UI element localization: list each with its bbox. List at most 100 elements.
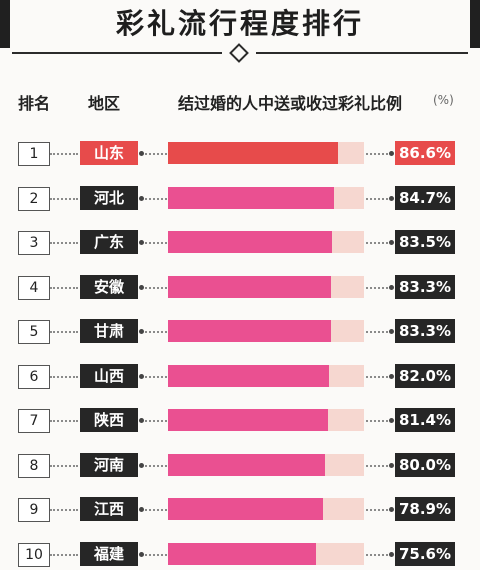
bar	[168, 454, 325, 476]
leader-line	[50, 153, 78, 155]
leader-line	[145, 242, 167, 244]
data-label: 78.9%	[395, 497, 455, 521]
region-label: 甘肃	[80, 319, 138, 343]
connector-dot	[139, 329, 144, 334]
leader-line	[50, 554, 78, 556]
leader-line	[366, 198, 388, 200]
connector-dot	[389, 196, 394, 201]
leader-line	[145, 509, 167, 511]
data-label: 75.6%	[395, 542, 455, 566]
bar	[168, 187, 334, 209]
leader-line	[145, 331, 167, 333]
leader-line	[366, 554, 388, 556]
title-rule-left	[12, 52, 222, 54]
connector-dot	[139, 285, 144, 290]
bar-track	[168, 454, 364, 476]
connector-dot	[389, 329, 394, 334]
rank-number: 3	[18, 231, 50, 255]
rank-number: 2	[18, 187, 50, 211]
leader-line	[50, 420, 78, 422]
table-row: 8 河南 80.0%	[0, 453, 480, 481]
page-title: 彩礼流行程度排行	[115, 7, 364, 40]
connector-dot	[389, 552, 394, 557]
data-label: 83.5%	[395, 230, 455, 254]
region-label: 福建	[80, 542, 138, 566]
leader-line	[366, 376, 388, 378]
connector-dot	[139, 507, 144, 512]
leader-line	[50, 198, 78, 200]
leader-line	[366, 153, 388, 155]
bar	[168, 365, 329, 387]
table-row: 2 河北 84.7%	[0, 186, 480, 214]
leader-line	[145, 153, 167, 155]
data-label: 81.4%	[395, 408, 455, 432]
title-rule-right	[256, 52, 468, 54]
bar	[168, 498, 323, 520]
region-label: 山东	[80, 141, 138, 165]
table-row: 4 安徽 83.3%	[0, 275, 480, 303]
rank-number: 4	[18, 276, 50, 300]
leader-line	[145, 287, 167, 289]
connector-dot	[139, 151, 144, 156]
leader-line	[50, 376, 78, 378]
bar-track	[168, 365, 364, 387]
title-band	[0, 0, 480, 50]
connector-dot	[389, 507, 394, 512]
table-row: 9 江西 78.9%	[0, 497, 480, 525]
leader-line	[50, 242, 78, 244]
right-corner-bar	[470, 0, 480, 48]
bar-track	[168, 142, 364, 164]
connector-dot	[389, 374, 394, 379]
header-region: 地区	[88, 94, 121, 113]
leader-line	[366, 465, 388, 467]
connector-dot	[389, 285, 394, 290]
rank-number: 9	[18, 498, 50, 522]
leader-line	[366, 287, 388, 289]
header-unit: (%)	[433, 93, 454, 107]
connector-dot	[389, 463, 394, 468]
leader-line	[366, 331, 388, 333]
region-label: 河北	[80, 186, 138, 210]
table-row: 3 广东 83.5%	[0, 230, 480, 258]
bar	[168, 543, 316, 565]
connector-dot	[139, 418, 144, 423]
bar	[168, 409, 328, 431]
connector-dot	[389, 151, 394, 156]
region-label: 江西	[80, 497, 138, 521]
leader-line	[50, 331, 78, 333]
rank-number: 10	[18, 543, 50, 567]
data-label: 83.3%	[395, 275, 455, 299]
bar-track	[168, 409, 364, 431]
leader-line	[366, 242, 388, 244]
region-label: 陕西	[80, 408, 138, 432]
connector-dot	[139, 374, 144, 379]
rank-number: 5	[18, 320, 50, 344]
region-label: 安徽	[80, 275, 138, 299]
connector-dot	[139, 240, 144, 245]
rank-number: 7	[18, 409, 50, 433]
header-ratio: 结过婚的人中送或收过彩礼比例	[178, 94, 403, 113]
connector-dot	[139, 552, 144, 557]
connector-dot	[139, 463, 144, 468]
connector-dot	[389, 418, 394, 423]
left-corner-bar	[0, 0, 10, 48]
connector-dot	[389, 240, 394, 245]
bar-track	[168, 320, 364, 342]
table-row: 1 山东 86.6%	[0, 141, 480, 169]
bar-track	[168, 276, 364, 298]
leader-line	[50, 287, 78, 289]
leader-line	[145, 554, 167, 556]
rank-number: 8	[18, 454, 50, 478]
leader-line	[50, 465, 78, 467]
leader-line	[366, 420, 388, 422]
table-row: 10 福建 75.6%	[0, 542, 480, 570]
data-label: 80.0%	[395, 453, 455, 477]
region-label: 河南	[80, 453, 138, 477]
bar	[168, 320, 331, 342]
leader-line	[145, 198, 167, 200]
data-label: 82.0%	[395, 364, 455, 388]
data-label: 84.7%	[395, 186, 455, 210]
bar	[168, 276, 331, 298]
table-row: 6 山西 82.0%	[0, 364, 480, 392]
table-row: 7 陕西 81.4%	[0, 408, 480, 436]
